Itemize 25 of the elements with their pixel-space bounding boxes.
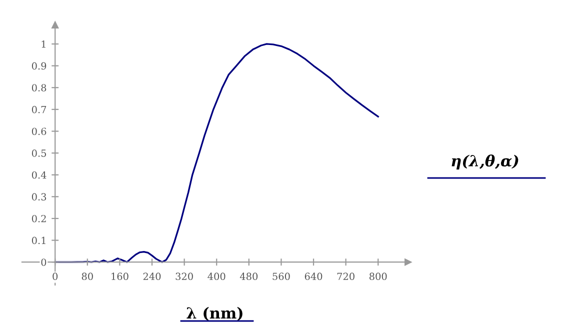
- y-tick-label: 0: [41, 258, 46, 266]
- y-tick-label: 0.9: [32, 62, 46, 70]
- x-tick-label: 0: [52, 272, 58, 280]
- x-tick-label: 320: [176, 272, 193, 280]
- x-tick-label: 800: [369, 272, 387, 280]
- x-tick-label: 560: [272, 272, 290, 280]
- y-tick-label: 0.7: [32, 106, 46, 114]
- y-tick-label: 1: [42, 40, 46, 48]
- y-tick-label: 0.5: [32, 150, 46, 157]
- y-tick-label: 0.3: [32, 193, 46, 200]
- x-tick-label: 640: [304, 272, 322, 280]
- y-tick-label: 0.4: [32, 171, 46, 179]
- y-tick-label: 0.2: [32, 214, 46, 222]
- x-tick-label: 400: [208, 272, 226, 280]
- x-tick-label: 720: [337, 272, 354, 280]
- y-tick-label: 0.8: [32, 84, 46, 92]
- line-series: [54, 43, 379, 263]
- x-tick-label: 80: [82, 272, 93, 280]
- x-axis-title: λ (nm): [186, 306, 242, 321]
- y-tick-label: 0.6: [32, 128, 46, 136]
- x-tick-label: 480: [240, 272, 258, 280]
- y-axis-title: η(λ,θ,α): [452, 154, 518, 170]
- x-tick-label: 160: [112, 272, 128, 280]
- x-tick-label: 240: [143, 272, 161, 280]
- y-tick-label: 0.1: [32, 236, 46, 244]
